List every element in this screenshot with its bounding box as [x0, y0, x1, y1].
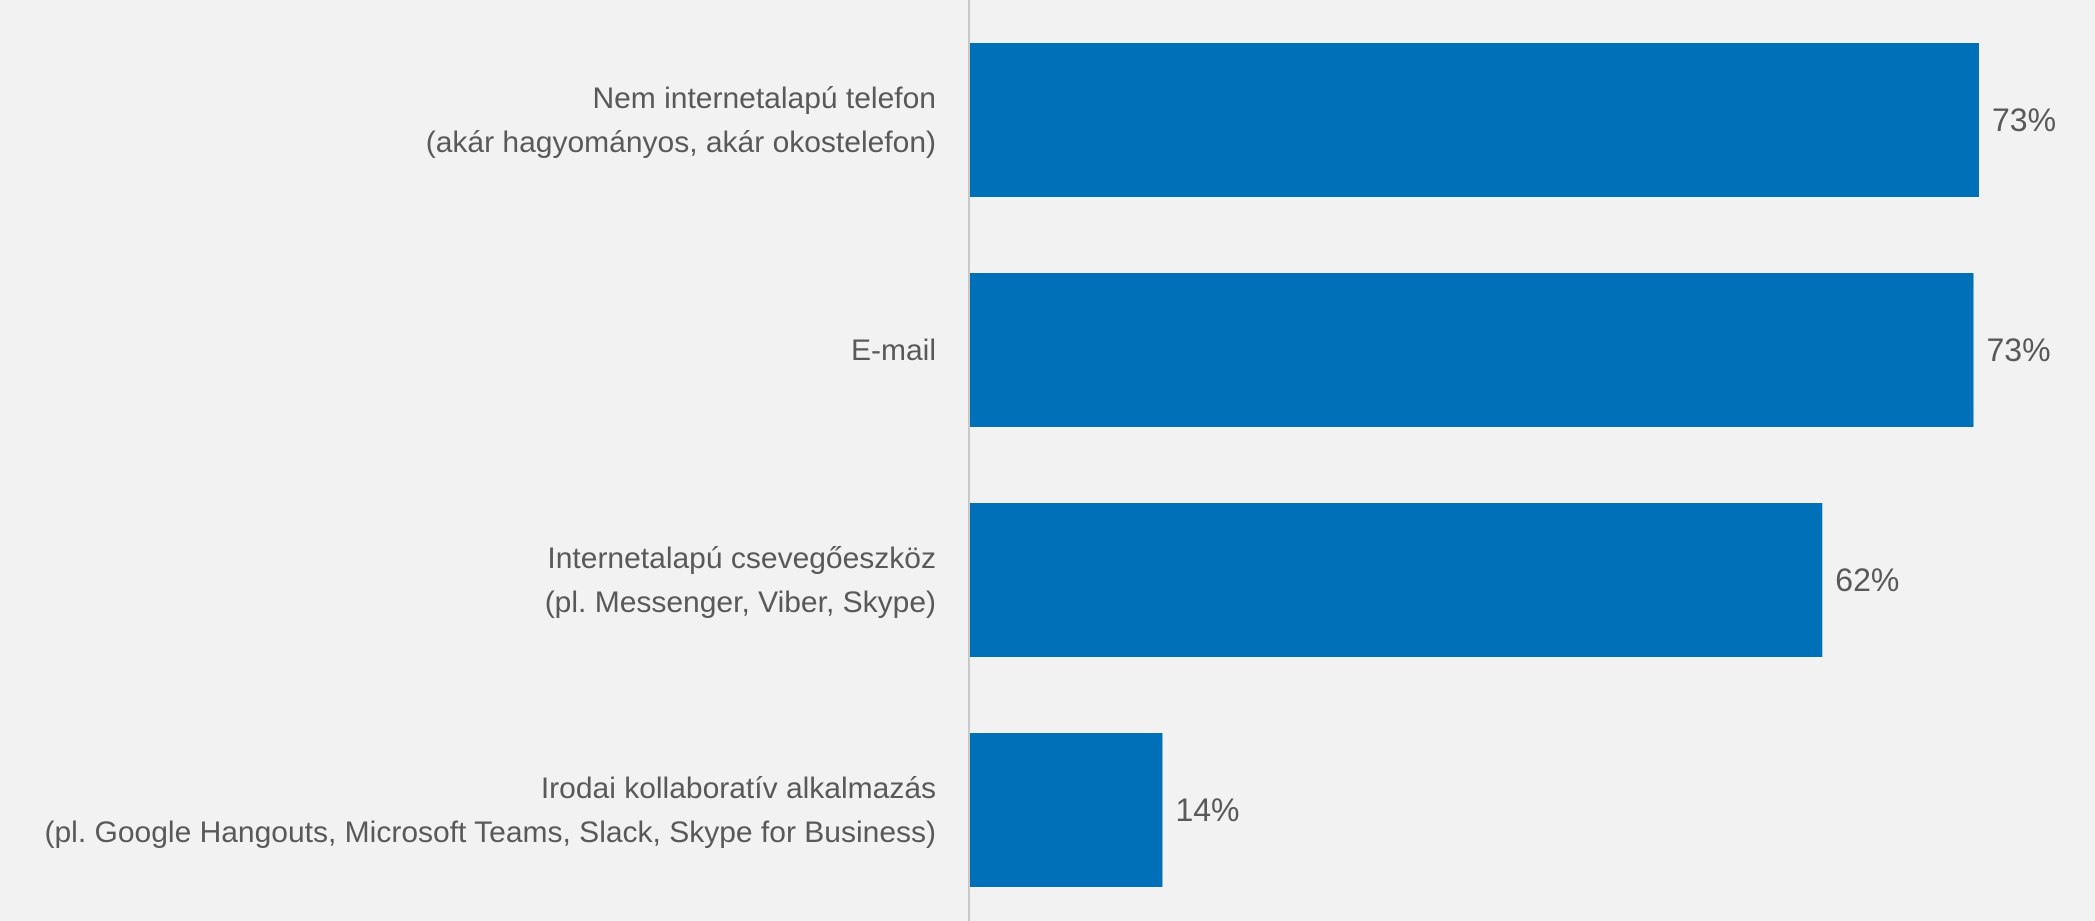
data-label-3: 62%: [1835, 562, 1899, 598]
bar-3: [970, 503, 1823, 657]
data-label-1: 73%: [1992, 102, 2056, 138]
bar-2: [970, 273, 1974, 427]
category-label-2-line-1: E-mail: [851, 334, 936, 367]
category-label-1-line-1: Nem internetalapú telefon: [592, 82, 936, 115]
data-label-2: 73%: [1987, 332, 2051, 368]
bars: 73% 73% 62% 14%: [970, 43, 2056, 887]
bar-4: [970, 733, 1163, 887]
bar-1: [970, 43, 1980, 197]
category-label-4-line-2: (pl. Google Hangouts, Microsoft Teams, S…: [45, 816, 937, 849]
category-label-1-line-2: (akár hagyományos, akár okostelefon): [426, 126, 936, 159]
data-label-4: 14%: [1175, 792, 1239, 828]
category-label-4-line-1: Irodai kollaboratív alkalmazás: [541, 772, 936, 805]
category-label-3-line-1: Internetalapú csevegőeszköz: [547, 542, 936, 575]
category-labels: Nem internetalapú telefon (akár hagyomány…: [45, 82, 937, 849]
category-label-3-line-2: (pl. Messenger, Viber, Skype): [545, 586, 936, 619]
